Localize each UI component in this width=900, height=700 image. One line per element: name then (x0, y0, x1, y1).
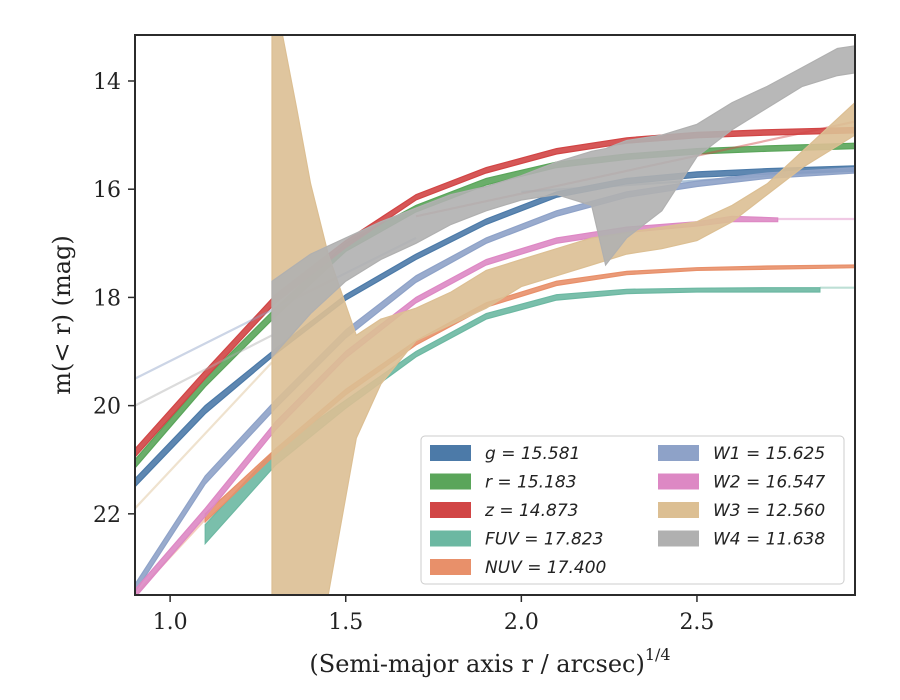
legend-swatch-8 (658, 502, 699, 518)
x-axis-title-exponent: 1/4 (645, 645, 671, 664)
legend: g = 15.581 r = 15.183 z = 14.873 FUV = 17.8… (420, 435, 845, 585)
x-tick-label: 2.5 (679, 610, 714, 635)
y-tick-label: 14 (93, 70, 121, 95)
legend-label-4: FUV = 17.823 (485, 530, 603, 550)
legend-label-1: g = 15.581 (485, 444, 580, 464)
axis-ticks: 1.0 1.5 2.0 2.5 14 16 18 20 22 (93, 70, 714, 635)
series-layer (135, 35, 855, 595)
legend-label-5: NUV = 17.400 (485, 558, 606, 578)
x-axis-title: (Semi-major axis r / arcsec)1/4 (309, 645, 670, 678)
y-tick-label: 18 (93, 286, 121, 311)
legend-label-6: W1 = 15.625 (713, 444, 825, 464)
x-tick-label: 1.5 (328, 610, 363, 635)
legend-swatch-7 (658, 473, 699, 490)
series-9-band (271, 45, 855, 359)
legend-box (420, 435, 845, 585)
legend-swatch-9 (658, 530, 699, 547)
legend-swatch-1 (430, 445, 471, 461)
legend-label-3: z = 14.873 (484, 501, 578, 521)
y-axis-title: m(< r) (mag) (48, 235, 76, 394)
legend-swatch-3 (430, 502, 471, 518)
x-axis-title-main: (Semi-major axis r / arcsec) (309, 650, 644, 678)
legend-label-8: W3 = 12.560 (713, 501, 825, 521)
x-tick-label: 2.0 (504, 610, 539, 635)
x-tick-label: 1.0 (153, 610, 188, 635)
legend-label-9: W4 = 11.638 (713, 530, 825, 550)
series-8-extrapolation-line (135, 361, 273, 510)
y-tick-label: 22 (93, 503, 121, 528)
legend-swatch-5 (430, 559, 471, 575)
legend-swatch-6 (658, 445, 699, 461)
series-8-band (271, 35, 855, 595)
y-tick-label: 16 (93, 178, 121, 203)
plot-frame (134, 34, 856, 596)
legend-swatch-2 (430, 473, 471, 490)
y-tick-label: 20 (93, 395, 121, 420)
legend-swatch-4 (430, 530, 471, 547)
legend-label-2: r = 15.183 (485, 473, 577, 493)
legend-label-7: W2 = 16.547 (713, 473, 825, 493)
series-9-extrapolation-line (135, 334, 273, 407)
